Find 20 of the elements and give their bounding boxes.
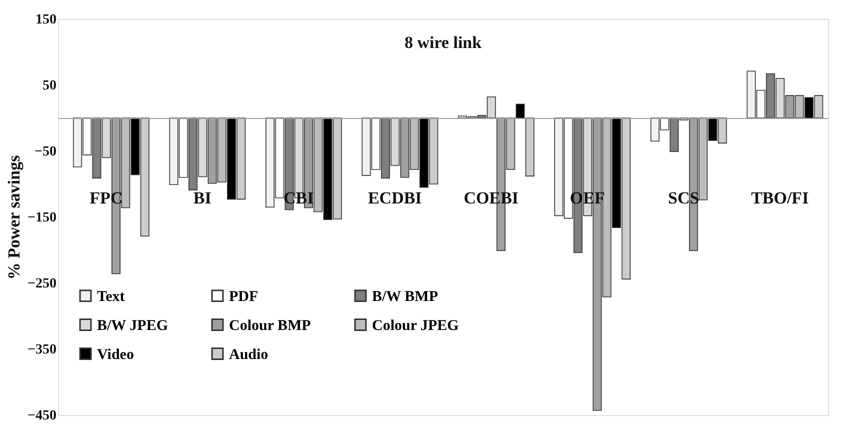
x-tick-label: BI xyxy=(193,188,212,208)
legend-label: PDF xyxy=(229,288,258,305)
y-tick-label: −150 xyxy=(28,210,56,226)
y-tick-label: −450 xyxy=(28,408,56,424)
legend-label: Colour JPEG xyxy=(372,318,460,334)
y-tick-label: −350 xyxy=(28,342,56,358)
x-tick-label: TBO/FI xyxy=(751,188,810,208)
legend-label: Audio xyxy=(229,346,268,363)
x-tick-label: ECDBI xyxy=(368,188,422,208)
legend-label: Text xyxy=(97,288,125,305)
y-tick-label: 150 xyxy=(36,12,56,28)
legend-label: Video xyxy=(97,346,134,363)
y-tick-label: −50 xyxy=(34,144,56,160)
legend-label: Colour BMP xyxy=(229,318,311,334)
y-axis-title: % Power savings xyxy=(4,154,24,280)
y-tick-label: −250 xyxy=(28,276,56,292)
legend-label: B/W JPEG xyxy=(97,318,168,334)
legend-label: B/W BMP xyxy=(372,288,438,305)
text: 8 wire link xyxy=(404,33,482,52)
y-tick-label: 50 xyxy=(42,78,56,94)
